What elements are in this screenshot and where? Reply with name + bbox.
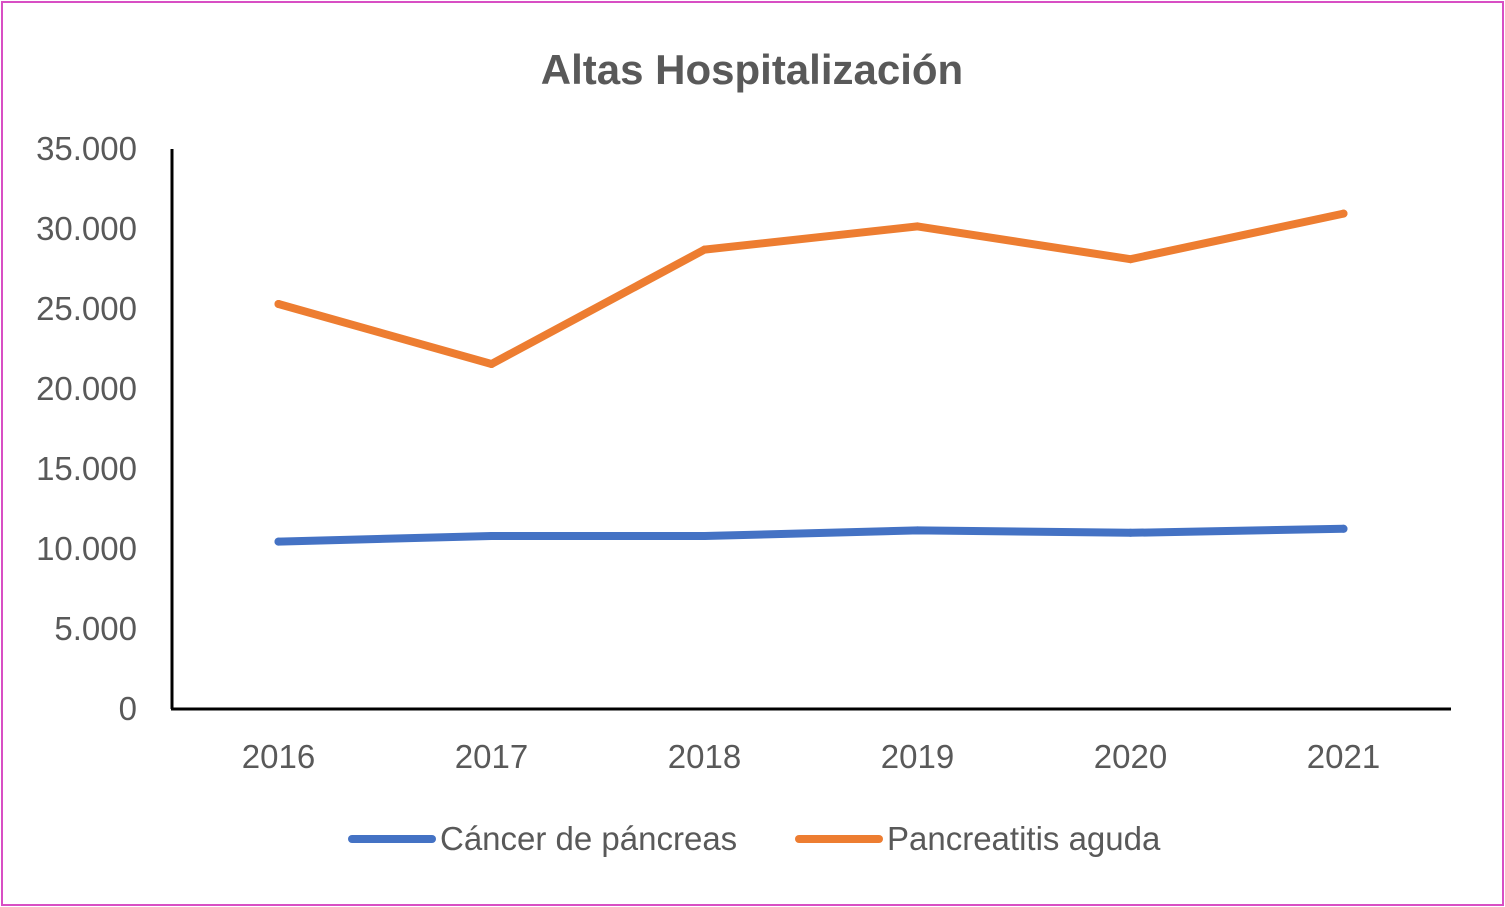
data-point [913,222,922,231]
x-tick-label: 2017 [455,738,528,775]
data-point [274,537,283,546]
x-tick-label: 2020 [1094,738,1167,775]
y-tick-label: 20.000 [36,370,137,407]
data-point [487,532,496,540]
x-tick-label: 2021 [1307,738,1380,775]
data-point [274,300,283,308]
data-point [1339,209,1348,218]
data-point [700,245,709,254]
x-tick-label: 2016 [242,738,315,775]
x-tick-label: 2018 [668,738,741,775]
chart-title: Altas Hospitalización [541,46,963,93]
series-line-cancer-pancreas [274,524,1348,546]
data-point [913,526,922,535]
y-tick-label: 15.000 [36,450,137,487]
legend-label: Cáncer de páncreas [440,820,737,857]
legend-label: Pancreatitis aguda [887,820,1161,857]
x-tick-label: 2019 [881,738,954,775]
data-point [1126,255,1135,264]
y-tick-label: 5.000 [54,610,137,647]
y-tick-label: 25.000 [36,290,137,327]
series-line-pancreatitis-aguda [274,209,1348,368]
data-point [700,532,709,540]
data-point [487,360,496,368]
y-tick-label: 10.000 [36,530,137,567]
data-point [1126,528,1135,537]
y-tick-label: 35.000 [36,130,137,167]
data-point [1339,524,1348,533]
y-tick-label: 30.000 [36,210,137,247]
y-tick-label: 0 [119,690,137,727]
legend: Cáncer de páncreas Pancreatitis aguda [348,820,1161,857]
